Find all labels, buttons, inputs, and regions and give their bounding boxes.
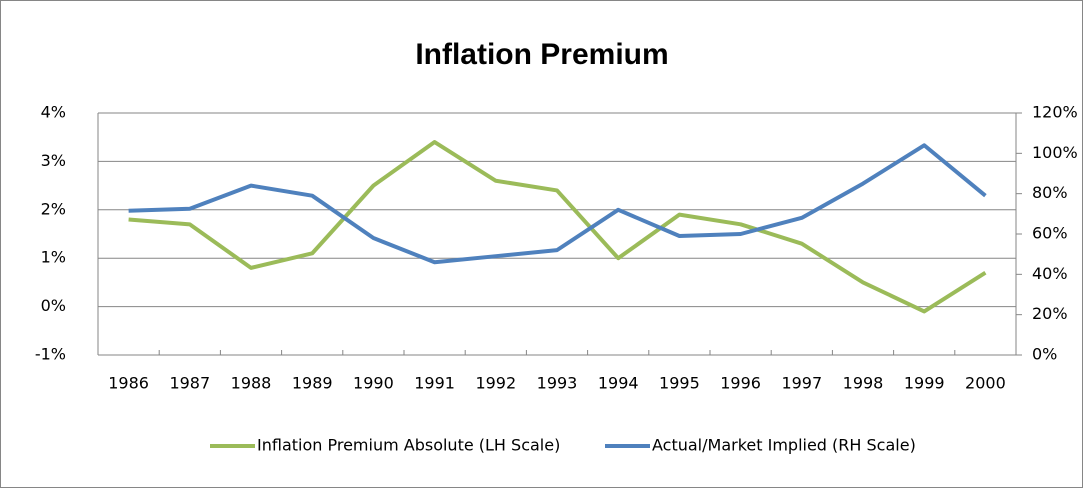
y2-tick-label: 120% [1032,103,1078,122]
x-tick-label: 1993 [537,374,578,393]
legend-label: Actual/Market Implied (RH Scale) [652,436,916,455]
y2-tick-label: 60% [1032,224,1068,243]
x-tick-label: 1988 [231,374,272,393]
x-tick-label: 2000 [965,374,1006,393]
x-tick-label: 1996 [720,374,761,393]
x-tick-label: 1995 [659,374,700,393]
x-tick-label: 1989 [292,374,333,393]
x-tick-label: 1990 [353,374,394,393]
y-tick-label: 2% [41,199,66,218]
y2-tick-label: 80% [1032,183,1068,202]
legend-label: Inflation Premium Absolute (LH Scale) [257,436,560,455]
y-tick-label: 0% [41,296,66,315]
y-tick-label: 3% [41,151,66,170]
x-tick-label: 1998 [843,374,884,393]
data-line [128,143,987,265]
x-tick-label: 1994 [598,374,639,393]
y-tick-label: 1% [41,248,66,267]
x-tick-label: 1991 [414,374,455,393]
y-tick-label: -1% [35,345,66,364]
x-tick-label: 1999 [904,374,945,393]
data-line [128,140,987,314]
x-tick-label: 1997 [781,374,822,393]
x-tick-label: 1992 [475,374,516,393]
x-tick-label: 1987 [169,374,210,393]
x-tick-label: 1986 [108,374,149,393]
y-tick-label: 4% [41,103,66,122]
y2-tick-label: 40% [1032,264,1068,283]
y2-tick-label: 100% [1032,143,1078,162]
y2-tick-label: 20% [1032,304,1068,323]
y2-tick-label: 0% [1032,345,1057,364]
chart-title: Inflation Premium [415,38,668,71]
